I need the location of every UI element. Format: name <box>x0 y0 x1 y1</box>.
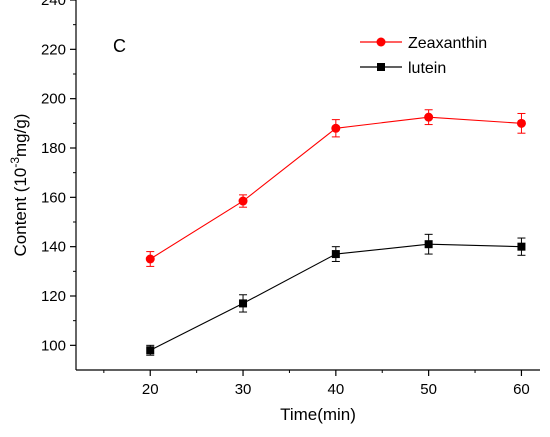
legend-marker <box>377 63 385 71</box>
series-layer <box>145 109 526 356</box>
legend: Zeaxanthin lutein <box>360 35 487 77</box>
x-tick-label: 50 <box>420 381 437 398</box>
x-tick-label: 30 <box>235 381 252 398</box>
legend-label: lutein <box>408 60 446 77</box>
y-tick-label: 100 <box>41 337 66 354</box>
x-tick-label: 40 <box>327 381 344 398</box>
data-point <box>331 250 340 259</box>
y-axis-title-sup: -3 <box>8 157 22 168</box>
data-point <box>331 123 341 133</box>
data-point <box>516 118 526 128</box>
x-tick-label: 20 <box>142 381 159 398</box>
data-point <box>239 299 248 308</box>
series-zeaxanthin <box>145 109 526 267</box>
data-point <box>517 242 526 251</box>
y-tick-label: 160 <box>41 189 66 206</box>
y-axis-title: Content (10-3mg/g) <box>8 114 30 257</box>
legend-label: Zeaxanthin <box>408 35 487 52</box>
y-tick-label: 180 <box>41 140 66 157</box>
series-lutein <box>146 233 526 356</box>
panel-letter: C <box>113 36 126 56</box>
y-tick-label: 140 <box>41 239 66 256</box>
data-point <box>424 112 434 122</box>
data-point <box>145 254 155 264</box>
y-tick-label: 220 <box>41 41 66 58</box>
legend-item-zeaxanthin: Zeaxanthin <box>360 35 487 52</box>
y-axis-title-main: Content (10 <box>11 168 30 257</box>
ticks: 20 30 40 50 60 100 120 140 160 180 200 220 240 <box>41 0 530 398</box>
data-point <box>238 196 248 206</box>
series-line <box>149 116 522 260</box>
data-point <box>146 346 155 355</box>
axes <box>75 0 540 371</box>
x-axis-title: Time(min) <box>280 405 356 424</box>
data-point <box>424 240 433 249</box>
y-tick-label: 240 <box>41 0 66 9</box>
y-tick-label: 120 <box>41 288 66 305</box>
y-axis-title-suffix: mg/g) <box>11 114 30 157</box>
x-tick-label: 60 <box>513 381 530 398</box>
y-tick-label: 200 <box>41 91 66 108</box>
legend-marker <box>376 37 386 47</box>
legend-item-lutein: lutein <box>360 60 446 77</box>
